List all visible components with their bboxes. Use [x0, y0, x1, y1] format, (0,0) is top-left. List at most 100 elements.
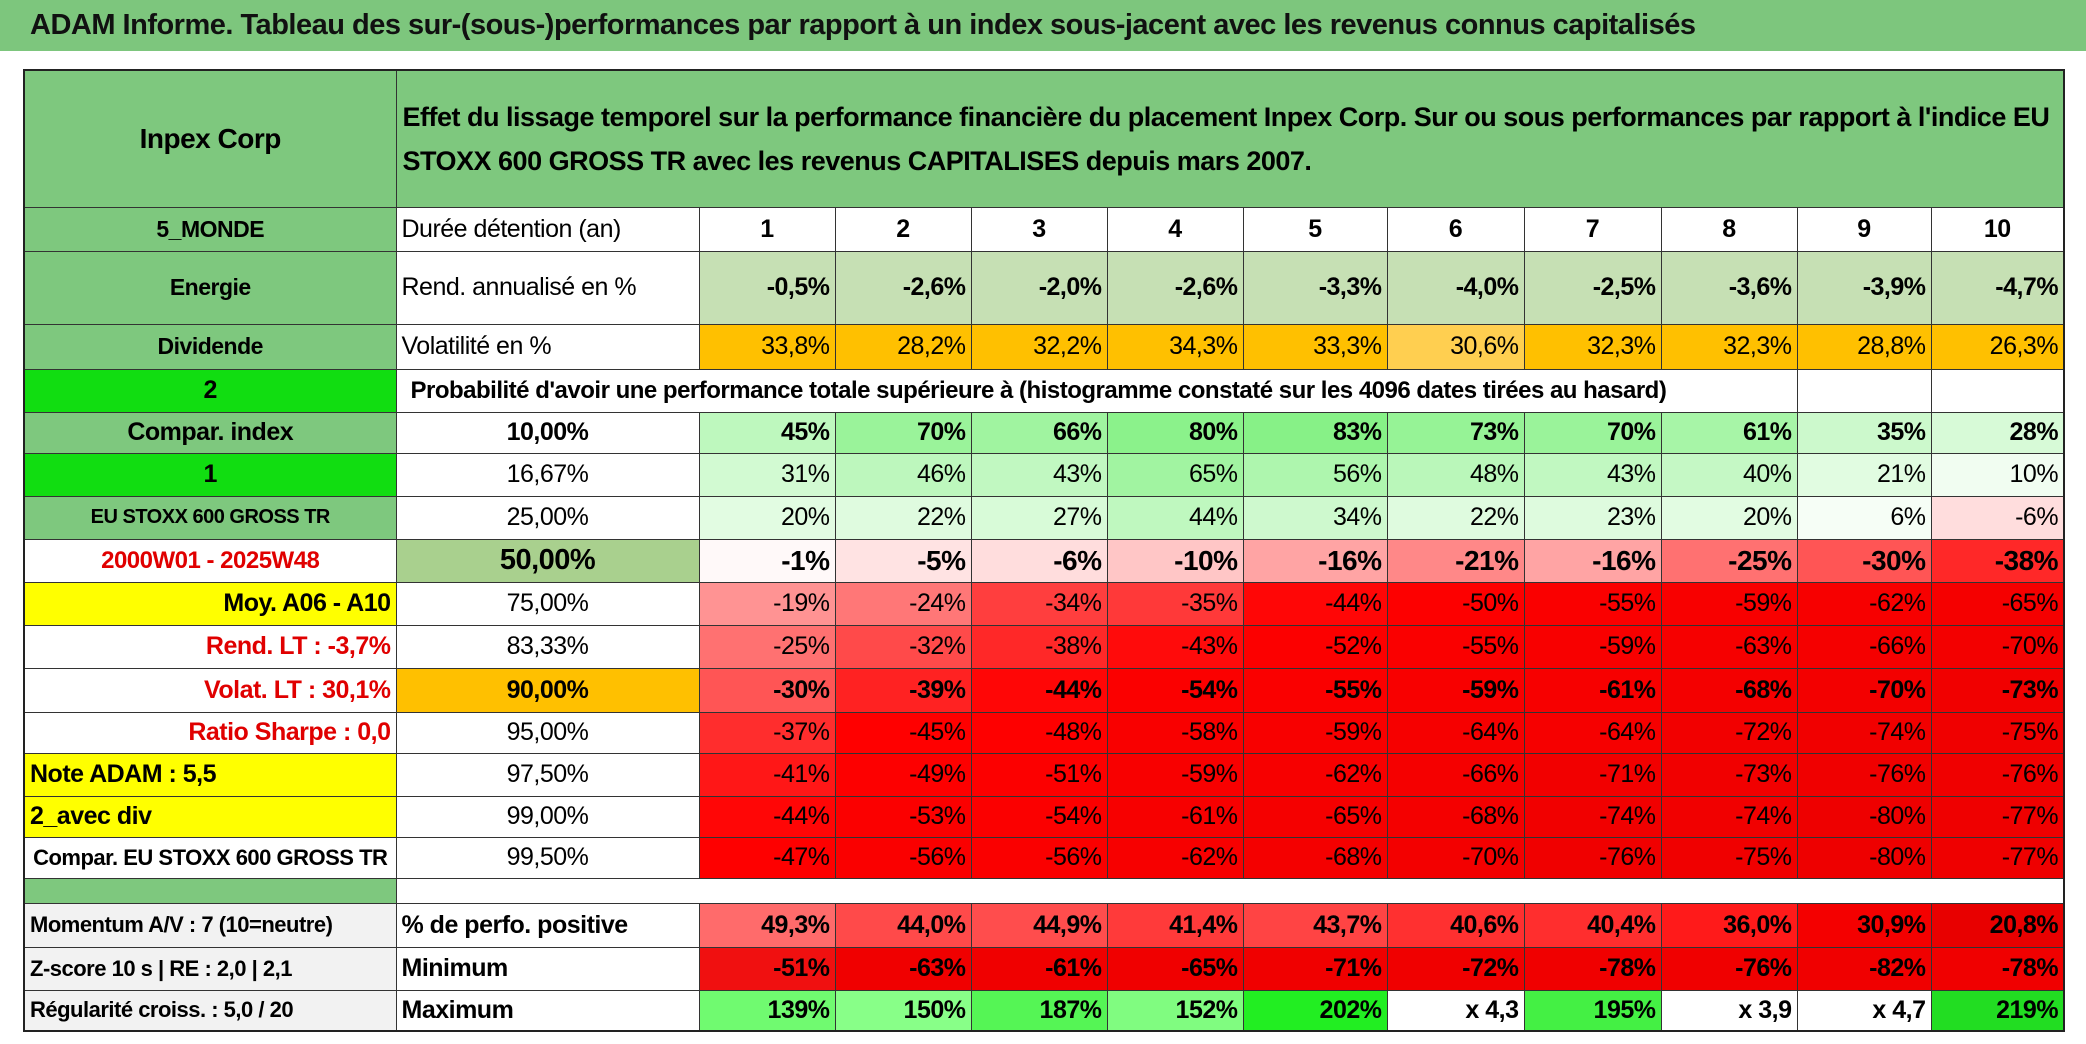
- table-row: Inpex Corp Effet du lissage temporel sur …: [23, 69, 2065, 208]
- table-cell: -3,6%: [1660, 250, 1798, 325]
- table-cell: [1930, 368, 2065, 413]
- table-cell: -56%: [970, 836, 1108, 879]
- table-row: Moy. A06 - A10 75,00% -19% -24% -34% -35% -44%…: [23, 581, 2065, 626]
- table-cell: -64%: [1386, 711, 1525, 754]
- table-cell: Probabilité d'avoir une performance tota…: [395, 368, 1798, 413]
- table-cell: -82%: [1796, 946, 1932, 991]
- table-cell: -51%: [698, 946, 836, 991]
- table-cell: Volat. LT : 30,1%: [23, 667, 397, 713]
- table-cell: 3: [970, 206, 1108, 252]
- table-cell: 202%: [1242, 989, 1388, 1032]
- table-row: 5_MONDE Durée détention (an) 1 2 3 4 5 6 7 8 9 10: [23, 206, 2065, 252]
- table-cell: 20%: [1660, 495, 1798, 540]
- table-cell: 65%: [1106, 452, 1244, 497]
- table-cell: -76%: [1660, 946, 1798, 991]
- table-cell: -30%: [1796, 538, 1932, 583]
- table-cell: -38%: [970, 624, 1108, 669]
- table-cell: -3,3%: [1242, 250, 1388, 325]
- table-cell: -19%: [698, 581, 836, 626]
- table-cell: [396, 878, 2065, 903]
- table-cell: -0,5%: [698, 250, 836, 325]
- table-cell: -37%: [698, 711, 836, 754]
- table-cell: -21%: [1386, 538, 1525, 583]
- table-cell: -54%: [1106, 667, 1244, 713]
- table-cell: 34%: [1242, 495, 1388, 540]
- table-cell: -75%: [1930, 711, 2065, 754]
- table-cell: % de perfo. positive: [395, 902, 700, 948]
- table-row: Volat. LT : 30,1% 90,00% -30% -39% -44% -54% -…: [23, 667, 2065, 713]
- table-cell: -59%: [1106, 752, 1244, 797]
- table-cell: 4: [1106, 206, 1244, 252]
- title-bar: ADAM Informe. Tableau des sur-(sous-)per…: [0, 0, 2086, 51]
- table-cell: Compar. index: [23, 411, 397, 454]
- table-cell: 6: [1386, 206, 1525, 252]
- table-cell: -25%: [698, 624, 836, 669]
- table-cell: 195%: [1523, 989, 1662, 1032]
- table-cell: Maximum: [395, 989, 700, 1032]
- table-cell: -2,5%: [1523, 250, 1662, 325]
- table-cell: 43%: [970, 452, 1108, 497]
- table-cell: -71%: [1523, 752, 1662, 797]
- table-cell: 25,00%: [395, 495, 700, 540]
- table-cell: -66%: [1796, 624, 1932, 669]
- table-cell: 28,2%: [834, 323, 972, 370]
- table-cell: 44%: [1106, 495, 1244, 540]
- table-cell: [1796, 368, 1932, 413]
- table-cell: -61%: [970, 946, 1108, 991]
- table-cell: 40,6%: [1386, 902, 1525, 948]
- table-cell: -68%: [1386, 795, 1525, 838]
- table-cell: -78%: [1523, 946, 1662, 991]
- table-cell: 30,9%: [1796, 902, 1932, 948]
- table-cell: -77%: [1930, 795, 2065, 838]
- table-cell: 2: [23, 368, 397, 413]
- table-cell: 10%: [1930, 452, 2065, 497]
- table-cell: 22%: [834, 495, 972, 540]
- table-cell: -54%: [970, 795, 1108, 838]
- table-cell: 44,0%: [834, 902, 972, 948]
- table-cell: 5: [1242, 206, 1388, 252]
- table-row: 1 16,67% 31% 46% 43% 65% 56% 48% 43% 40% 21% 10%: [23, 452, 2065, 497]
- table-cell: -63%: [1660, 624, 1798, 669]
- table-cell: -38%: [1930, 538, 2065, 583]
- table-cell: -61%: [1523, 667, 1662, 713]
- table-cell: 61%: [1660, 411, 1798, 454]
- table-cell: -80%: [1796, 836, 1932, 879]
- table-cell: Rend. LT : -3,7%: [23, 624, 397, 669]
- table-cell: -32%: [834, 624, 972, 669]
- table-cell: 43%: [1523, 452, 1662, 497]
- table-cell: 32,2%: [970, 323, 1108, 370]
- table-cell: 10,00%: [395, 411, 700, 454]
- performance-table: Inpex Corp Effet du lissage temporel sur …: [23, 69, 2066, 1032]
- table-cell: -70%: [1930, 624, 2065, 669]
- table-cell: 32,3%: [1660, 323, 1798, 370]
- table-cell: 33,3%: [1242, 323, 1388, 370]
- table-cell: -53%: [834, 795, 972, 838]
- table-row: Compar. index 10,00% 45% 70% 66% 80% 83% 73% 70%…: [23, 411, 2065, 454]
- table-cell: -68%: [1660, 667, 1798, 713]
- table-cell: 32,3%: [1523, 323, 1662, 370]
- table-cell: -10%: [1106, 538, 1244, 583]
- table-cell: -47%: [698, 836, 836, 879]
- table-row: Régularité croiss. : 5,0 / 20 Maximum 139%…: [23, 989, 2065, 1032]
- table-cell: -44%: [970, 667, 1108, 713]
- table-cell: -78%: [1930, 946, 2065, 991]
- table-cell: Régularité croiss. : 5,0 / 20: [23, 989, 397, 1032]
- table-cell: -3,9%: [1796, 250, 1932, 325]
- table-cell: -71%: [1242, 946, 1388, 991]
- table-cell: 70%: [834, 411, 972, 454]
- table-cell: 95,00%: [395, 711, 700, 754]
- table-cell: 139%: [698, 989, 836, 1032]
- table-cell: 33,8%: [698, 323, 836, 370]
- table-cell: 6%: [1796, 495, 1932, 540]
- table-cell: 90,00%: [395, 667, 700, 713]
- table-row: Rend. LT : -3,7% 83,33% -25% -32% -38% -43% -5…: [23, 624, 2065, 669]
- table-cell: 23%: [1523, 495, 1662, 540]
- table-cell: 27%: [970, 495, 1108, 540]
- table-cell: -74%: [1660, 795, 1798, 838]
- table-cell: 10: [1930, 206, 2065, 252]
- table-cell: 83%: [1242, 411, 1388, 454]
- table-cell: -80%: [1796, 795, 1932, 838]
- table-cell: Effet du lissage temporel sur la perform…: [395, 69, 2065, 208]
- table-cell: -73%: [1930, 667, 2065, 713]
